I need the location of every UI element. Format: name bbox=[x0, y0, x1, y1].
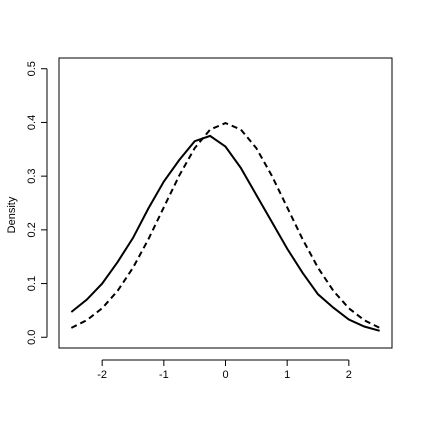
y-tick-label: 0.3 bbox=[26, 168, 38, 183]
x-tick-label: -1 bbox=[159, 369, 169, 381]
plot-frame bbox=[58, 57, 393, 349]
x-tick-label: 2 bbox=[346, 369, 352, 381]
y-tick-label: 0.1 bbox=[26, 276, 38, 291]
y-tick-label: 0.0 bbox=[26, 330, 38, 345]
y-tick-label: 0.2 bbox=[26, 222, 38, 237]
y-tick-label: 0.5 bbox=[26, 61, 38, 76]
density-line bbox=[70, 134, 380, 332]
y-axis-label: Density bbox=[6, 196, 18, 233]
density-line bbox=[70, 121, 381, 329]
x-tick-label: -2 bbox=[97, 369, 107, 381]
y-tick-label: 0.4 bbox=[26, 115, 38, 130]
x-tick-label: 0 bbox=[222, 369, 228, 381]
x-tick-label: 1 bbox=[284, 369, 290, 381]
